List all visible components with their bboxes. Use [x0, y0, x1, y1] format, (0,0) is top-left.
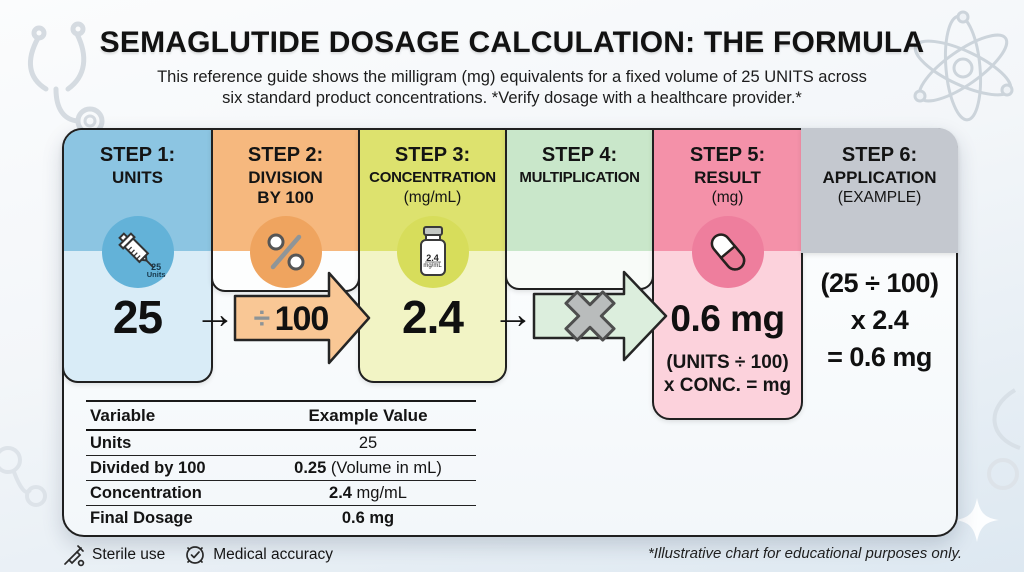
step-panel-5: STEP 5: RESULT (mg) 0.6 mg (UNITS ÷ 100)…: [652, 128, 803, 420]
right-arrow-icon: →: [492, 290, 534, 337]
row-value: 0.6 mg: [260, 509, 476, 528]
divide-number: 100: [274, 300, 330, 338]
step-label: STEP 6:: [841, 144, 918, 166]
example-calculation: (25 ÷ 100) x 2.4 = 0.6 mg: [801, 265, 958, 376]
medical-accuracy-badge: Medical accuracy: [183, 543, 333, 567]
divide-value: ÷ 100: [236, 300, 346, 339]
row-value: 2.4 mg/mL: [260, 484, 476, 503]
step-6-header: STEP 6: APPLICATION (EXAMPLE): [801, 128, 958, 249]
vial-caption: 2.4 mg/mL: [423, 253, 442, 270]
step-label: STEP 4:: [541, 144, 618, 166]
table-row: Final Dosage 0.6 mg: [86, 506, 476, 530]
footer-badges: Sterile use Medical accuracy: [62, 543, 333, 567]
subtitle-line-1: This reference guide shows the milligram…: [157, 68, 867, 86]
table-row: Concentration 2.4 mg/mL: [86, 481, 476, 506]
row-variable: Final Dosage: [90, 508, 193, 527]
circles-decoration-icon: [0, 446, 47, 507]
variables-table: Variable Example Value Units 25 Divided …: [86, 400, 476, 530]
table-row: Units 25: [86, 431, 476, 456]
step-name-line-2: BY 100: [257, 188, 314, 207]
step-panel-4: STEP 4: MULTIPLICATION: [505, 128, 654, 290]
page-title: SEMAGLUTIDE DOSAGE CALCULATION: THE FORM…: [99, 26, 925, 59]
step-name: MULTIPLICATION: [519, 169, 640, 186]
result-formula: (UNITS ÷ 100) x CONC. = mg: [654, 351, 801, 397]
step-4-header: STEP 4: MULTIPLICATION: [507, 130, 652, 251]
step-1-value: 25: [112, 291, 163, 343]
step-label: STEP 2:: [247, 144, 324, 166]
percent-icon: [249, 216, 322, 288]
example-line-2: x 2.4: [850, 305, 909, 335]
formula-line-1: (UNITS ÷ 100): [666, 352, 789, 373]
example-line-1: (25 ÷ 100): [820, 268, 939, 298]
row-value-rest: mg/mL: [351, 483, 407, 502]
table-header-variable: Variable: [90, 405, 156, 425]
step-label: STEP 3:: [394, 144, 471, 166]
step-unit: (mg/mL): [403, 189, 462, 206]
multiply-arrow-icon: [532, 270, 668, 362]
step-name: RESULT: [694, 168, 761, 187]
step-name: DIVISION: [248, 168, 323, 187]
badge-label: Sterile use: [92, 546, 166, 563]
step-5-value: 0.6 mg: [670, 298, 785, 339]
pill-icon: [691, 216, 764, 288]
table-row: Divided by 100 0.25 (Volume in mL): [86, 456, 476, 481]
sterile-use-badge: Sterile use: [62, 543, 165, 567]
formula-line-2: x CONC. = mg: [663, 375, 792, 396]
step-panel-6: STEP 6: APPLICATION (EXAMPLE): [801, 128, 958, 253]
disclaimer-note: *Illustrative chart for educational purp…: [647, 545, 962, 562]
row-variable: Divided by 100: [90, 458, 206, 477]
step-unit: (EXAMPLE): [837, 189, 922, 206]
step-panel-2: STEP 2: DIVISION BY 100: [211, 128, 360, 292]
check-circle-icon: [186, 546, 205, 564]
row-value-bold: 0.6 mg: [341, 508, 395, 527]
page-subtitle: This reference guide shows the milligram…: [0, 67, 1024, 109]
row-value-bold: 0.25: [294, 458, 327, 477]
step-name: UNITS: [112, 168, 163, 187]
table-header-value: Example Value: [308, 405, 428, 425]
step-name: CONCENTRATION: [369, 169, 496, 186]
row-value: 0.25 (Volume in mL): [260, 459, 476, 478]
step-name: APPLICATION: [822, 168, 937, 187]
example-line-3: = 0.6 mg: [827, 342, 932, 372]
subtitle-line-2: six standard product concentrations. *Ve…: [222, 89, 802, 107]
row-value: 25: [260, 434, 476, 453]
table-header-row: Variable Example Value: [86, 402, 476, 431]
step-panel-1: STEP 1: UNITS: [62, 128, 213, 383]
divide-operator: ÷: [253, 302, 271, 335]
sterile-syringe-icon: [64, 545, 85, 567]
divide-arrow-icon: [233, 271, 371, 365]
step-3-value: 2.4: [402, 291, 464, 343]
row-value-bold: 2.4: [329, 483, 352, 502]
step-unit: (mg): [711, 189, 744, 206]
row-variable: Concentration: [90, 483, 202, 502]
formula-chart: STEP 1: UNITS: [62, 128, 958, 537]
row-variable: Units: [90, 433, 132, 452]
step-label: STEP 1:: [99, 144, 176, 166]
syringe-caption: 25 Units: [146, 262, 166, 279]
vial-icon: 2.4 mg/mL: [396, 216, 469, 288]
row-value-rest: 25: [358, 433, 378, 452]
step-label: STEP 5:: [689, 144, 766, 166]
row-value-rest: (Volume in mL): [326, 458, 442, 477]
step-panel-3: STEP 3: CONCENTRATION (mg/mL) 2.4 mg/mL …: [358, 128, 507, 383]
right-arrow-icon: →: [194, 290, 236, 337]
syringe-icon: 25 Units: [101, 216, 174, 288]
badge-label: Medical accuracy: [213, 546, 333, 563]
multiply-icon: [564, 290, 616, 342]
